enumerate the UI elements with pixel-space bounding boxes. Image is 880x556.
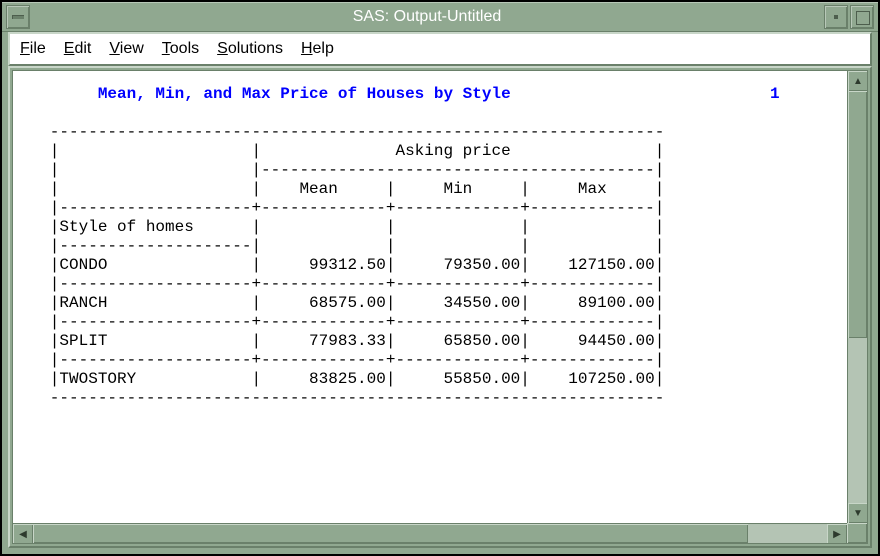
client-wrap: Mean, Min, and Max Price of Houses by St… bbox=[8, 66, 872, 548]
vertical-scroll-thumb[interactable] bbox=[848, 91, 867, 338]
window-controls bbox=[824, 5, 874, 29]
menu-view[interactable]: View bbox=[109, 40, 143, 58]
titlebar[interactable]: SAS: Output-Untitled bbox=[2, 2, 878, 32]
menu-accel: T bbox=[162, 40, 170, 57]
menu-accel: V bbox=[109, 40, 119, 57]
window-body: File Edit View Tools Solutions Help Mean… bbox=[2, 32, 878, 554]
maximize-button[interactable] bbox=[850, 5, 874, 29]
menu-tools[interactable]: Tools bbox=[162, 40, 199, 58]
menu-file[interactable]: File bbox=[20, 40, 46, 58]
client-area: Mean, Min, and Max Price of Houses by St… bbox=[12, 70, 868, 544]
menu-accel: H bbox=[301, 40, 313, 57]
menu-edit[interactable]: Edit bbox=[64, 40, 92, 58]
scroll-left-button[interactable]: ◀ bbox=[13, 524, 33, 543]
menubar: File Edit View Tools Solutions Help bbox=[8, 32, 872, 66]
horizontal-scroll-thumb[interactable] bbox=[33, 524, 748, 543]
window-menu-button[interactable] bbox=[6, 5, 30, 29]
vertical-scrollbar[interactable]: ▲ ▼ bbox=[847, 71, 867, 523]
menu-accel: E bbox=[64, 40, 75, 57]
chevron-right-icon: ▶ bbox=[833, 529, 841, 540]
scroll-down-button[interactable]: ▼ bbox=[848, 503, 867, 523]
scroll-right-button[interactable]: ▶ bbox=[827, 524, 847, 543]
scrollbar-corner bbox=[847, 523, 867, 543]
chevron-down-icon: ▼ bbox=[853, 508, 863, 519]
vertical-scroll-track[interactable] bbox=[848, 91, 867, 503]
menu-accel: F bbox=[20, 40, 30, 57]
window-title: SAS: Output-Untitled bbox=[30, 8, 824, 26]
menu-solutions[interactable]: Solutions bbox=[217, 40, 283, 58]
horizontal-scroll-track[interactable] bbox=[33, 524, 827, 543]
chevron-left-icon: ◀ bbox=[19, 529, 27, 540]
minimize-button[interactable] bbox=[824, 5, 848, 29]
menu-accel: S bbox=[217, 40, 228, 57]
menu-help[interactable]: Help bbox=[301, 40, 334, 58]
chevron-up-icon: ▲ bbox=[853, 76, 863, 87]
content-viewport: Mean, Min, and Max Price of Houses by St… bbox=[13, 71, 867, 543]
window-frame: SAS: Output-Untitled File Edit View Tool… bbox=[0, 0, 880, 556]
scroll-up-button[interactable]: ▲ bbox=[848, 71, 867, 91]
output-listing: Mean, Min, and Max Price of Houses by St… bbox=[13, 71, 847, 416]
horizontal-scrollbar[interactable]: ◀ ▶ bbox=[13, 523, 847, 543]
